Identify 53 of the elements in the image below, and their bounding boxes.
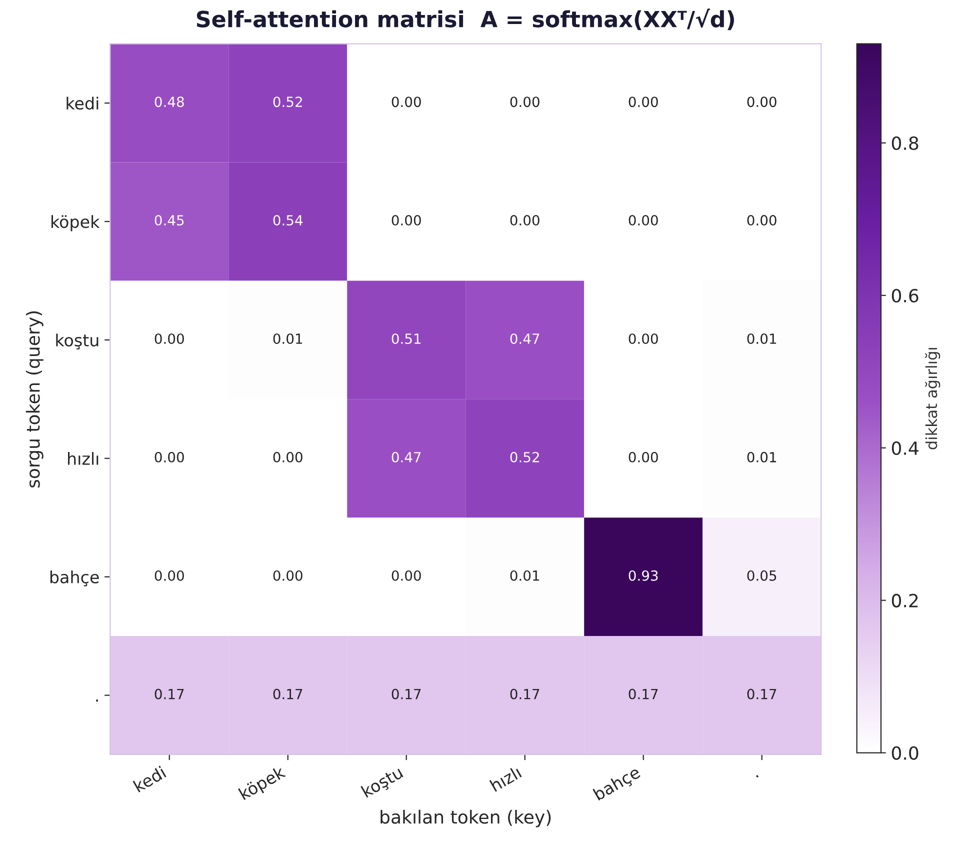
- data-label: 0.17: [510, 688, 540, 700]
- color-bar-label: 0.0: [892, 746, 918, 760]
- data-label: 0.47: [510, 333, 540, 344]
- data-label: 0.05: [747, 570, 776, 581]
- y-axis-title: sorgu token (query): [26, 311, 44, 488]
- data-label: 0.17: [747, 688, 776, 700]
- data-label: 0.52: [510, 452, 539, 462]
- color-bar-label: 0.8: [892, 136, 918, 150]
- data-label: 0.47: [392, 452, 421, 462]
- y-tick-label: kedi: [66, 96, 98, 110]
- y-tick-label: hızlı: [68, 452, 98, 465]
- x-tick-label: kedi: [132, 766, 166, 793]
- data-label: 0.48: [154, 96, 184, 108]
- data-label: 0.00: [628, 96, 658, 108]
- x-axis-title: bakılan token (key): [380, 810, 551, 828]
- x-tick-label: hızlı: [489, 766, 522, 792]
- data-label: 0.00: [628, 452, 658, 462]
- data-label: 0.51: [392, 333, 421, 344]
- color-bar-label: 0.6: [892, 288, 918, 303]
- data-label: 0.01: [747, 333, 776, 344]
- data-label: 0.00: [154, 452, 184, 462]
- y-tick-label: .: [96, 700, 98, 702]
- data-label: 0.17: [154, 688, 184, 700]
- data-label: 0.00: [273, 452, 302, 462]
- data-label: 0.00: [628, 333, 658, 344]
- chart-title: Self-attention matrisi A = softmax(XXᵀ/√d): [196, 8, 734, 30]
- data-label: 0.17: [392, 688, 421, 700]
- data-label: 0.54: [273, 215, 303, 226]
- data-label: 0.00: [154, 333, 184, 344]
- data-label: 0.01: [510, 570, 540, 581]
- data-label: 0.00: [154, 570, 184, 581]
- data-label: 0.17: [273, 688, 302, 700]
- data-label: 0.93: [628, 570, 658, 581]
- y-tick-label: köpek: [51, 215, 100, 232]
- data-label: 0.00: [747, 96, 776, 108]
- data-label: 0.17: [628, 688, 658, 700]
- data-label: 0.00: [273, 570, 302, 581]
- data-label: 0.00: [628, 215, 658, 226]
- data-label: 0.00: [392, 570, 421, 581]
- y-tick-label: bahçe: [50, 570, 99, 586]
- data-label: 0.52: [273, 96, 302, 108]
- data-label: 0.00: [392, 96, 421, 108]
- data-label: 0.00: [510, 215, 540, 226]
- data-label: 0.01: [273, 333, 302, 344]
- data-label: 0.00: [747, 215, 776, 226]
- data-label: 0.00: [510, 96, 540, 108]
- data-label: 0.01: [747, 452, 776, 462]
- color-bar-label: 0.2: [892, 594, 918, 608]
- data-label: 0.45: [154, 215, 184, 226]
- data-label: 0.00: [392, 215, 421, 226]
- color-bar-title: dikkat ağırlığı: [924, 348, 940, 450]
- color-bar-label: 0.4: [892, 441, 918, 455]
- y-tick-label: koştu: [56, 334, 98, 350]
